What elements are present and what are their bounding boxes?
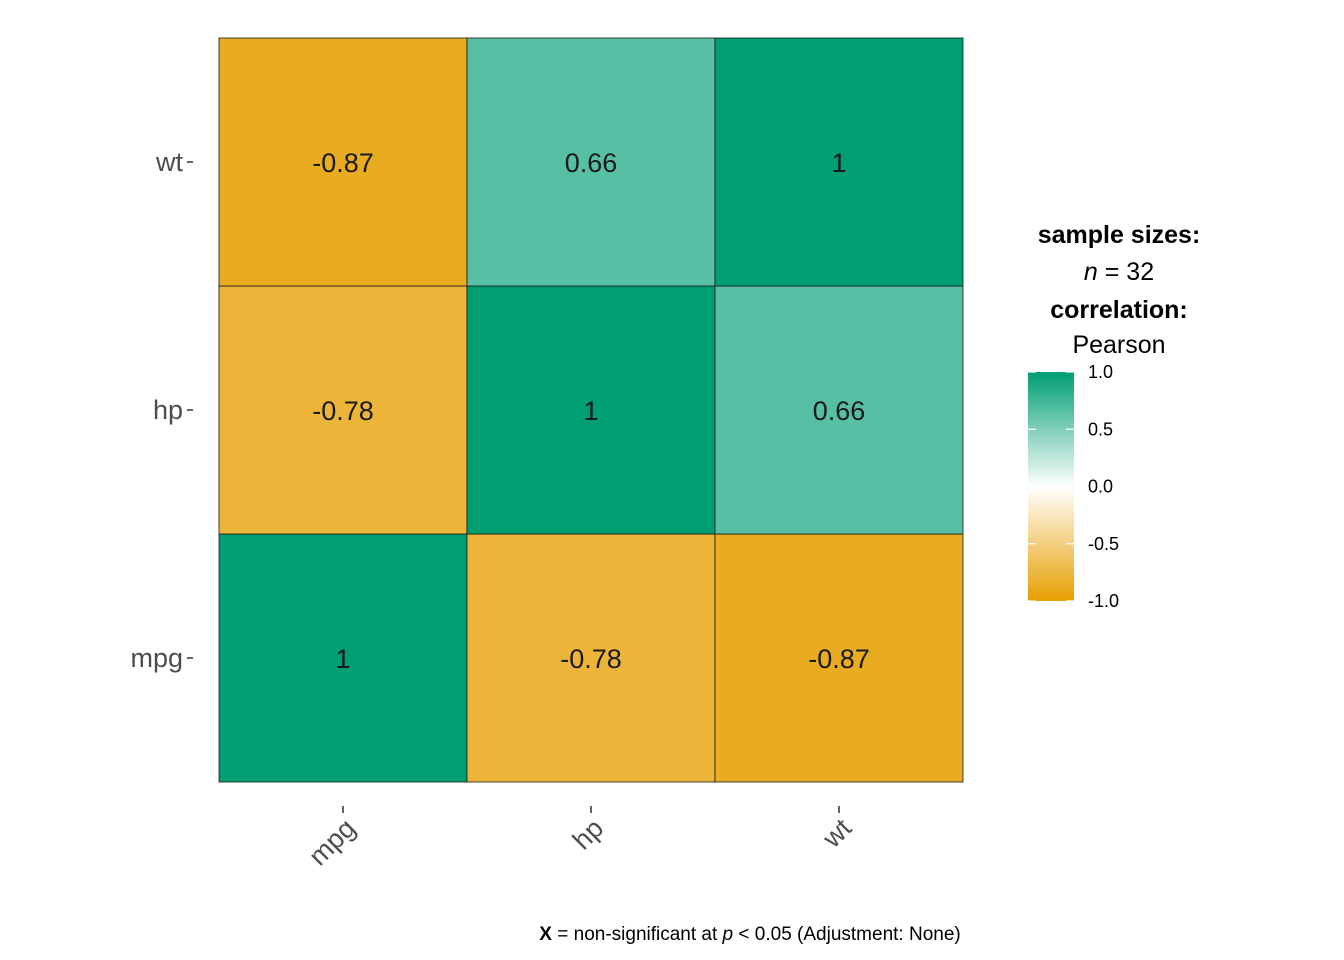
x-tick-label-mpg: mpg bbox=[303, 813, 361, 871]
colorbar-tick-label: -0.5 bbox=[1088, 534, 1119, 554]
heatmap-cell-labels: 1 -0.78 -0.87 -0.78 1 0.66 -0.87 0.66 1 bbox=[312, 148, 870, 674]
cell-value-mpg-wt: -0.87 bbox=[808, 644, 870, 674]
legend-correlation-title: correlation: bbox=[1050, 296, 1188, 324]
caption: X = non-significant at p < 0.05 (Adjustm… bbox=[539, 924, 960, 945]
colorbar-tick-label: -1.0 bbox=[1088, 591, 1119, 611]
cell-value-hp-wt: 0.66 bbox=[813, 396, 866, 426]
cell-value-mpg-hp: -0.78 bbox=[560, 644, 622, 674]
cell-value-hp-hp: 1 bbox=[583, 396, 598, 426]
cell-value-wt-wt: 1 bbox=[831, 148, 846, 178]
colorbar-tick-label: 0.5 bbox=[1088, 419, 1113, 439]
colorbar-tick-label: 1.0 bbox=[1088, 362, 1113, 382]
y-axis: mpg hp wt bbox=[130, 147, 193, 673]
legend-correlation-method: Pearson bbox=[1072, 331, 1165, 359]
legend-n-value: = 32 bbox=[1098, 258, 1154, 286]
legend-sample-sizes-title: sample sizes: bbox=[1038, 221, 1201, 249]
legend: sample sizes: n = 32 correlation: Pearso… bbox=[1028, 221, 1200, 611]
x-tick-label-wt: wt bbox=[816, 813, 857, 854]
heatmap-cell-mpg-mpg bbox=[218, 533, 468, 783]
heatmap-cell-wt-mpg bbox=[218, 37, 468, 287]
colorbar-tick-label: 0.0 bbox=[1088, 477, 1113, 497]
legend-n-symbol: n bbox=[1084, 258, 1098, 286]
caption-text-2: < 0.05 (Adjustment: None) bbox=[733, 924, 961, 945]
caption-bold: X bbox=[539, 924, 552, 945]
y-tick-label-hp: hp bbox=[153, 395, 183, 425]
heatmap-cell-wt-wt bbox=[714, 37, 964, 287]
y-tick-label-wt: wt bbox=[155, 147, 183, 177]
heatmap-cell-mpg-hp bbox=[466, 533, 716, 783]
cell-value-wt-hp: 0.66 bbox=[565, 148, 618, 178]
heatmap-cell-hp-mpg bbox=[218, 285, 468, 535]
colorbar-ticks: 1.0 0.5 0.0 -0.5 -1.0 bbox=[1028, 362, 1119, 611]
x-axis: mpg hp wt bbox=[303, 806, 858, 871]
cell-value-mpg-mpg: 1 bbox=[335, 644, 350, 674]
heatmap-cell-wt-hp bbox=[466, 37, 716, 287]
heatmap-cells bbox=[218, 37, 964, 783]
caption-text-1: = non-significant at bbox=[552, 924, 723, 945]
x-tick-label-hp: hp bbox=[567, 813, 609, 855]
cell-value-hp-mpg: -0.78 bbox=[312, 396, 374, 426]
cell-value-wt-mpg: -0.87 bbox=[312, 148, 374, 178]
caption-italic: p bbox=[722, 924, 734, 945]
legend-sample-size: n = 32 bbox=[1084, 258, 1154, 286]
y-tick-label-mpg: mpg bbox=[130, 643, 183, 673]
heatmap-cell-hp-hp bbox=[466, 285, 716, 535]
heatmap-cell-hp-wt bbox=[714, 285, 964, 535]
